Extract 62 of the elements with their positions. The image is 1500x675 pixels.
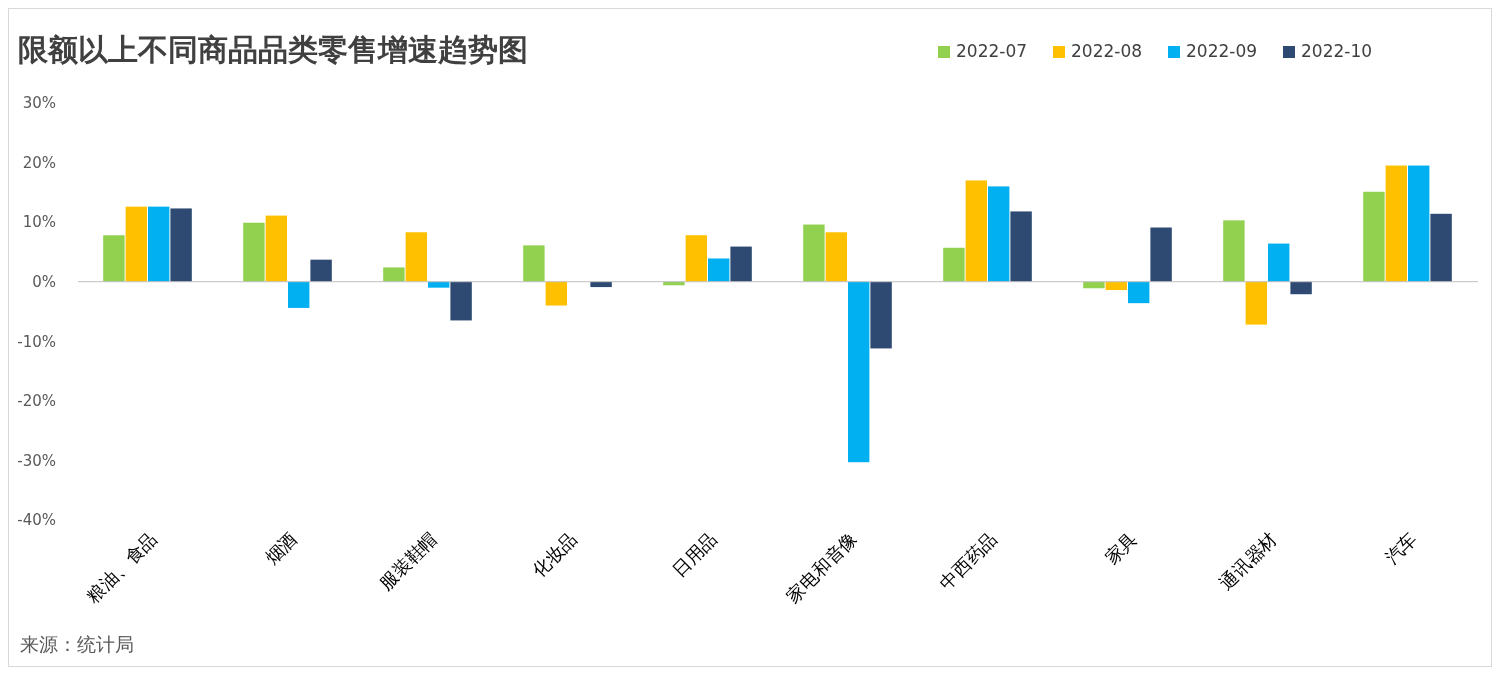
bar [1223,220,1245,282]
y-tick-label: 10% [22,213,56,232]
bar [523,245,545,282]
bar [1128,281,1150,304]
bar [1290,281,1312,295]
bar [265,215,287,282]
x-tick-label: 烟酒 [260,527,301,569]
bar [988,186,1010,282]
bar [1268,243,1290,282]
bar [1105,281,1127,291]
bar [1150,227,1172,282]
bar [1010,211,1032,282]
y-tick-label: -30% [17,451,56,470]
bar [428,281,450,288]
bar [310,259,332,282]
bar [685,235,707,282]
legend-label: 2022-09 [1186,41,1258,61]
y-tick-label: -40% [17,511,56,530]
x-tick-label: 中西药品 [935,527,1001,594]
bar [405,232,427,282]
bar [803,224,825,282]
y-tick-label: 20% [22,153,56,172]
legend-label: 2022-08 [1071,41,1143,61]
bar [125,206,147,282]
bar [825,232,847,282]
bar [1385,165,1407,282]
x-tick-label: 日用品 [667,527,721,582]
bar [103,235,125,282]
x-tick-label: 粮油、食品 [82,527,161,607]
y-tick-label: 30% [22,94,56,113]
y-tick-label: 0% [32,272,56,291]
bar [708,258,730,282]
x-tick-label: 服装鞋帽 [375,527,441,594]
bar [243,222,265,282]
bar [288,281,310,308]
bar [870,281,892,349]
bar [383,267,405,282]
x-tick-label: 化妆品 [527,527,581,582]
legend-label: 2022-07 [956,41,1028,61]
bar [148,206,170,282]
bar [1083,281,1105,289]
bar [545,281,567,306]
bar [1245,281,1267,325]
source-note: 来源：统计局 [20,633,134,655]
chart-title: 限额以上不同商品品类零售增速趋势图 [18,32,528,67]
bar [170,208,192,282]
bar [730,246,752,282]
bar [1430,213,1452,282]
legend-label: 2022-10 [1301,41,1373,61]
bar [590,281,612,288]
bar [943,247,965,282]
bar [1363,191,1385,282]
bar [848,281,870,463]
x-tick-label: 通讯器材 [1215,527,1281,594]
x-tick-label: 家电和音像 [782,527,861,607]
y-tick-label: -20% [17,392,56,411]
bar [450,281,472,321]
y-tick-label: -10% [17,332,56,351]
x-tick-label: 家具 [1100,527,1141,569]
x-tick-label: 汽车 [1380,527,1421,569]
bar [1408,165,1430,282]
bar [965,180,987,282]
